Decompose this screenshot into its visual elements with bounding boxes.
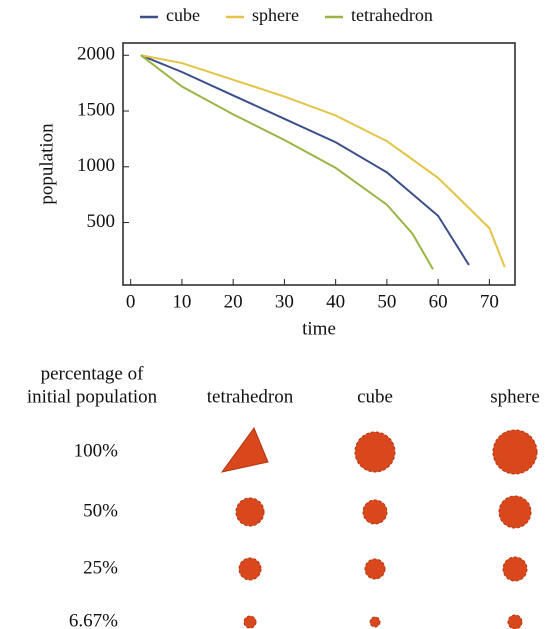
x-tick-label: 70 — [480, 291, 499, 312]
specimen — [364, 558, 386, 580]
line-series — [140, 54, 506, 268]
row-label: 6.67% — [69, 610, 118, 629]
specimen — [492, 429, 538, 475]
column-header: tetrahedron — [207, 386, 294, 407]
legend-label: sphere — [252, 5, 299, 25]
column-header: sphere — [490, 386, 540, 407]
row-label: 100% — [74, 440, 119, 461]
x-tick-label: 30 — [275, 291, 294, 312]
corner-label: percentage of — [41, 363, 145, 384]
x-tick-label: 0 — [126, 291, 136, 312]
specimen — [243, 615, 257, 629]
x-tick-label: 20 — [224, 291, 243, 312]
legend-label: tetrahedron — [351, 5, 433, 25]
x-axis-label: time — [302, 318, 336, 339]
specimen — [502, 556, 528, 582]
specimen — [238, 557, 262, 581]
y-tick-label: 1500 — [77, 99, 115, 120]
specimen — [235, 497, 265, 527]
legend-label: cube — [166, 5, 200, 25]
y-tick-label: 2000 — [77, 44, 115, 65]
x-tick-label: 40 — [326, 291, 345, 312]
corner-label: initial population — [27, 386, 158, 407]
y-axis-label: population — [36, 123, 57, 205]
row-label: 50% — [83, 500, 118, 521]
specimen — [220, 426, 269, 473]
specimen — [354, 431, 396, 473]
line-series — [140, 54, 434, 270]
plot-frame — [122, 42, 516, 286]
specimen — [498, 495, 532, 529]
x-tick-label: 10 — [172, 291, 191, 312]
specimen — [369, 616, 381, 628]
y-tick-label: 500 — [87, 211, 116, 232]
column-header: cube — [357, 386, 393, 407]
specimen — [362, 499, 388, 525]
y-tick-label: 1000 — [77, 155, 115, 176]
x-tick-label: 60 — [429, 291, 448, 312]
specimen — [507, 614, 523, 629]
line-series — [140, 54, 470, 266]
row-label: 25% — [83, 557, 118, 578]
x-tick-label: 50 — [377, 291, 396, 312]
